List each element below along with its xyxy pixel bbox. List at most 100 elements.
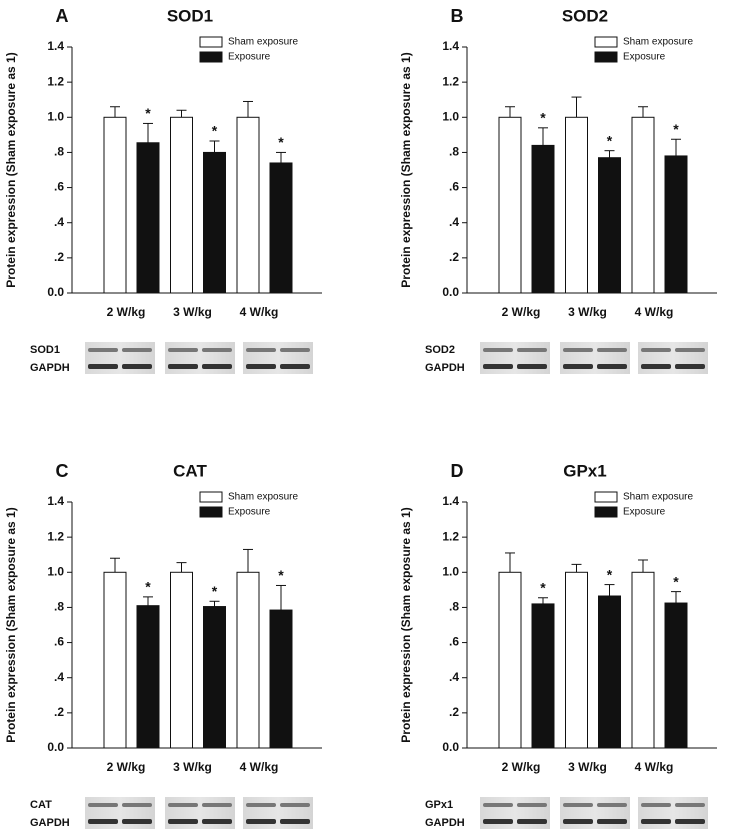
blot-band bbox=[280, 803, 310, 807]
y-tick-label: 1.2 bbox=[442, 74, 459, 88]
significance-label: * bbox=[212, 123, 218, 139]
blot-band bbox=[246, 364, 276, 369]
blot-image bbox=[638, 797, 708, 829]
blot-band bbox=[122, 348, 152, 352]
y-tick-label: .4 bbox=[449, 670, 459, 684]
bar bbox=[498, 116, 522, 294]
blot-image bbox=[165, 797, 235, 829]
blot-label: SOD2 bbox=[425, 344, 455, 356]
panel-letter: B bbox=[451, 6, 464, 26]
blot-band bbox=[483, 348, 513, 352]
blot-band bbox=[675, 803, 705, 807]
y-tick-label: .4 bbox=[449, 215, 459, 229]
legend-swatch bbox=[594, 36, 618, 48]
blot-band bbox=[202, 348, 232, 352]
blot-band bbox=[122, 803, 152, 807]
blot-band bbox=[88, 348, 118, 352]
y-tick-label: .8 bbox=[54, 145, 64, 159]
bar bbox=[269, 162, 293, 294]
y-tick-label: 1.0 bbox=[442, 109, 459, 123]
blot-image bbox=[243, 797, 313, 829]
panel-letter: D bbox=[451, 461, 464, 481]
blot-band bbox=[641, 364, 671, 369]
blot-band bbox=[563, 819, 593, 824]
legend-label: Sham exposure bbox=[228, 492, 298, 503]
blot-band bbox=[597, 348, 627, 352]
legend-label: Sham exposure bbox=[623, 492, 693, 503]
x-tick-label: 2 W/kg bbox=[107, 760, 146, 774]
y-tick-label: .4 bbox=[54, 670, 64, 684]
y-tick-label: .8 bbox=[449, 145, 459, 159]
x-tick-label: 3 W/kg bbox=[568, 305, 607, 319]
y-tick-label: .2 bbox=[54, 250, 64, 264]
blot-band bbox=[168, 364, 198, 369]
bar bbox=[531, 603, 555, 749]
blot-band bbox=[675, 348, 705, 352]
bar bbox=[565, 116, 588, 294]
blot-band bbox=[246, 819, 276, 824]
bar bbox=[136, 142, 160, 294]
y-tick-label: .8 bbox=[54, 600, 64, 614]
x-tick-label: 4 W/kg bbox=[240, 760, 279, 774]
legend-label: Sham exposure bbox=[623, 37, 693, 48]
bar bbox=[170, 571, 193, 749]
blot-image bbox=[480, 797, 550, 829]
bar bbox=[664, 602, 688, 749]
legend-label: Sham exposure bbox=[228, 37, 298, 48]
y-tick-label: .6 bbox=[54, 635, 64, 649]
y-tick-label: .6 bbox=[449, 635, 459, 649]
bar bbox=[136, 605, 160, 749]
blot-band bbox=[280, 819, 310, 824]
y-axis-label: Protein expression (Sham exposure as 1) bbox=[4, 52, 18, 287]
y-tick-label: 1.4 bbox=[47, 39, 64, 53]
blot-band bbox=[517, 348, 547, 352]
y-tick-label: 1.4 bbox=[442, 39, 459, 53]
blot-band bbox=[280, 348, 310, 352]
x-tick-label: 2 W/kg bbox=[502, 305, 541, 319]
y-axis-label: Protein expression (Sham exposure as 1) bbox=[4, 507, 18, 742]
significance-label: * bbox=[607, 566, 613, 582]
significance-label: * bbox=[278, 567, 284, 583]
blot-label: GAPDH bbox=[30, 817, 70, 829]
blot-band bbox=[641, 348, 671, 352]
blot-band bbox=[517, 364, 547, 369]
x-tick-label: 4 W/kg bbox=[635, 305, 674, 319]
blot-band bbox=[88, 819, 118, 824]
blot-band bbox=[597, 364, 627, 369]
panel-letter: C bbox=[56, 461, 69, 481]
bar bbox=[498, 571, 522, 749]
x-tick-label: 3 W/kg bbox=[173, 305, 212, 319]
significance-label: * bbox=[607, 132, 613, 148]
blot-image bbox=[560, 342, 630, 374]
legend-label: Exposure bbox=[228, 52, 271, 63]
bar bbox=[565, 571, 588, 749]
legend-label: Exposure bbox=[623, 52, 666, 63]
blot-image bbox=[638, 342, 708, 374]
legend-swatch bbox=[594, 51, 618, 63]
bar bbox=[203, 151, 226, 294]
legend-label: Exposure bbox=[623, 507, 666, 518]
blot-band bbox=[88, 364, 118, 369]
blot-band bbox=[168, 803, 198, 807]
blot-band bbox=[483, 803, 513, 807]
significance-label: * bbox=[278, 134, 284, 150]
bar bbox=[631, 116, 655, 294]
panel-letter: A bbox=[56, 6, 69, 26]
blot-band bbox=[246, 348, 276, 352]
y-tick-label: 1.0 bbox=[47, 109, 64, 123]
blot-image bbox=[560, 797, 630, 829]
x-tick-label: 4 W/kg bbox=[635, 760, 674, 774]
y-tick-label: .2 bbox=[449, 705, 459, 719]
blot-band bbox=[483, 364, 513, 369]
blot-image bbox=[85, 797, 155, 829]
significance-label: * bbox=[212, 583, 218, 599]
chart-title: SOD1 bbox=[167, 6, 213, 25]
y-tick-label: 1.4 bbox=[442, 494, 459, 508]
blot-band bbox=[202, 803, 232, 807]
legend-swatch bbox=[594, 506, 618, 518]
legend-swatch bbox=[199, 51, 223, 63]
legend-swatch bbox=[199, 36, 223, 48]
chart-title: SOD2 bbox=[562, 6, 608, 25]
blot-band bbox=[246, 803, 276, 807]
y-tick-label: 0.0 bbox=[442, 740, 459, 754]
